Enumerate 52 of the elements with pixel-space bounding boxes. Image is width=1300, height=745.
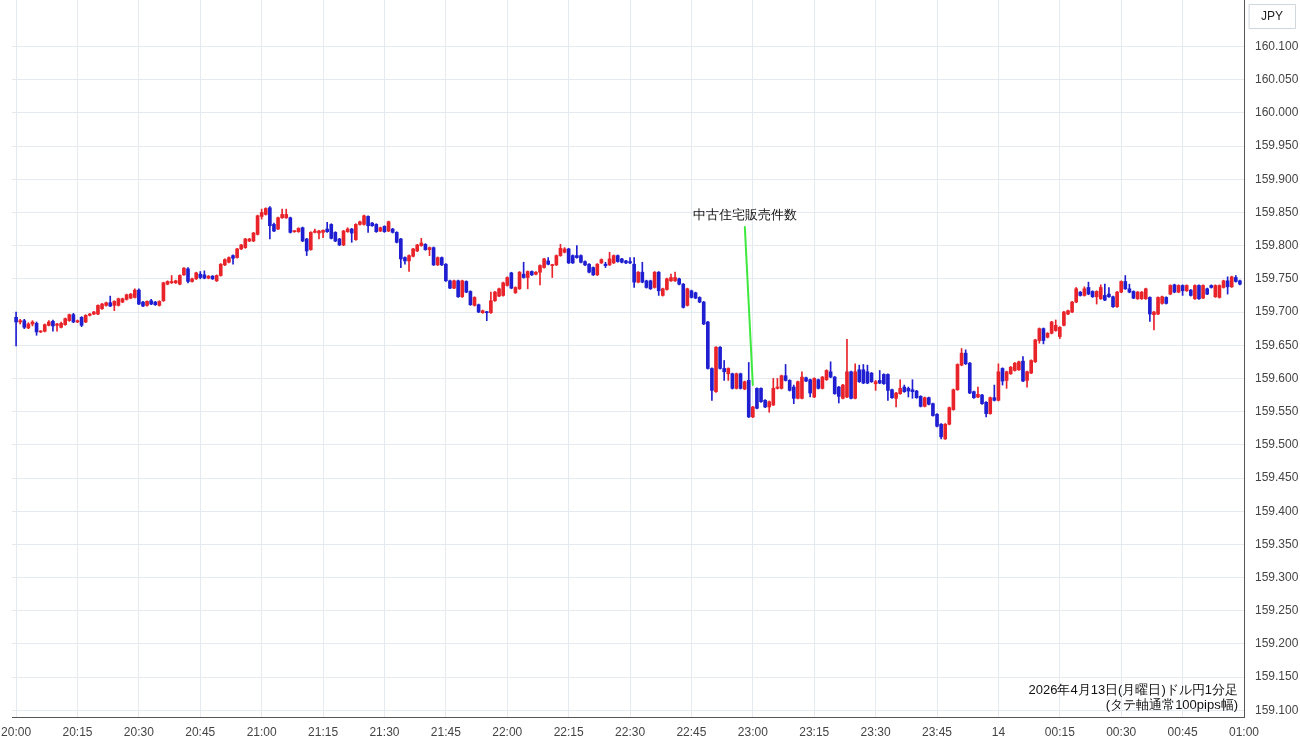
y-tick-label: 159.250 — [1255, 603, 1299, 618]
candlestick — [484, 311, 489, 321]
x-tick-label: 23:00 — [737, 724, 769, 739]
x-tick-label: 22:00 — [492, 724, 523, 739]
x-tick-label: 20:45 — [185, 724, 216, 739]
candlestick — [14, 311, 18, 347]
x-tick-label: 00:15 — [1044, 724, 1076, 739]
y-tick-label: 159.850 — [1255, 204, 1299, 219]
y-tick-label: 159.550 — [1255, 403, 1299, 418]
candlestick — [349, 228, 354, 243]
candlestick — [575, 245, 579, 259]
y-tick-label: 159.300 — [1255, 569, 1299, 584]
y-tick-label: 160.050 — [1255, 71, 1299, 86]
y-tick-label: 159.950 — [1255, 138, 1299, 153]
y-tick-label: 159.750 — [1255, 271, 1299, 286]
y-tick-label: 160.100 — [1255, 38, 1299, 53]
x-tick-label: 20:15 — [62, 724, 93, 739]
x-tick-label: 21:15 — [308, 724, 339, 739]
y-tick-label: 159.200 — [1255, 636, 1299, 651]
y-tick-label: 159.900 — [1255, 171, 1299, 186]
annotation: 2026年4月13日(月曜日)ドル円1分足 — [1028, 682, 1238, 698]
candlestick — [55, 322, 59, 332]
x-tick-label: 21:00 — [246, 724, 278, 739]
x-tick-label: 23:15 — [799, 724, 830, 739]
y-tick-label: 159.150 — [1255, 669, 1299, 684]
x-tick-label: 00:30 — [1106, 724, 1137, 739]
x-tick-label: 22:30 — [615, 724, 646, 739]
y-tick-label: 159.650 — [1255, 337, 1299, 352]
x-tick-label: 22:45 — [676, 724, 707, 739]
annotation: 中古住宅販売件数 — [692, 206, 797, 222]
y-tick-label: 159.100 — [1255, 702, 1299, 717]
x-tick-label: 22:15 — [553, 724, 584, 739]
y-tick-label: 159.500 — [1255, 437, 1299, 452]
y-tick-label: 159.450 — [1255, 470, 1299, 485]
annotation: (タテ軸通常100pips幅) — [1105, 697, 1238, 713]
x-tick-label: 14 — [991, 724, 1006, 739]
y-axis-title: JPY — [1260, 9, 1284, 24]
x-tick-label: 21:30 — [369, 724, 400, 739]
x-tick-label: 00:45 — [1167, 724, 1198, 739]
y-tick-label: 159.700 — [1255, 304, 1299, 319]
y-tick-label: 160.000 — [1255, 105, 1299, 120]
x-tick-label: 20:00 — [1, 724, 32, 739]
x-tick-label: 20:30 — [123, 724, 155, 739]
x-tick-label: 01:00 — [1228, 724, 1260, 739]
y-tick-label: 159.600 — [1255, 370, 1299, 385]
x-tick-label: 23:45 — [922, 724, 953, 739]
x-tick-label: 21:45 — [430, 724, 462, 739]
x-tick-label: 23:30 — [860, 724, 891, 739]
candlestick — [877, 370, 882, 385]
y-tick-label: 159.400 — [1255, 503, 1299, 518]
y-tick-label: 159.350 — [1255, 536, 1299, 551]
y-tick-label: 159.800 — [1255, 237, 1299, 252]
